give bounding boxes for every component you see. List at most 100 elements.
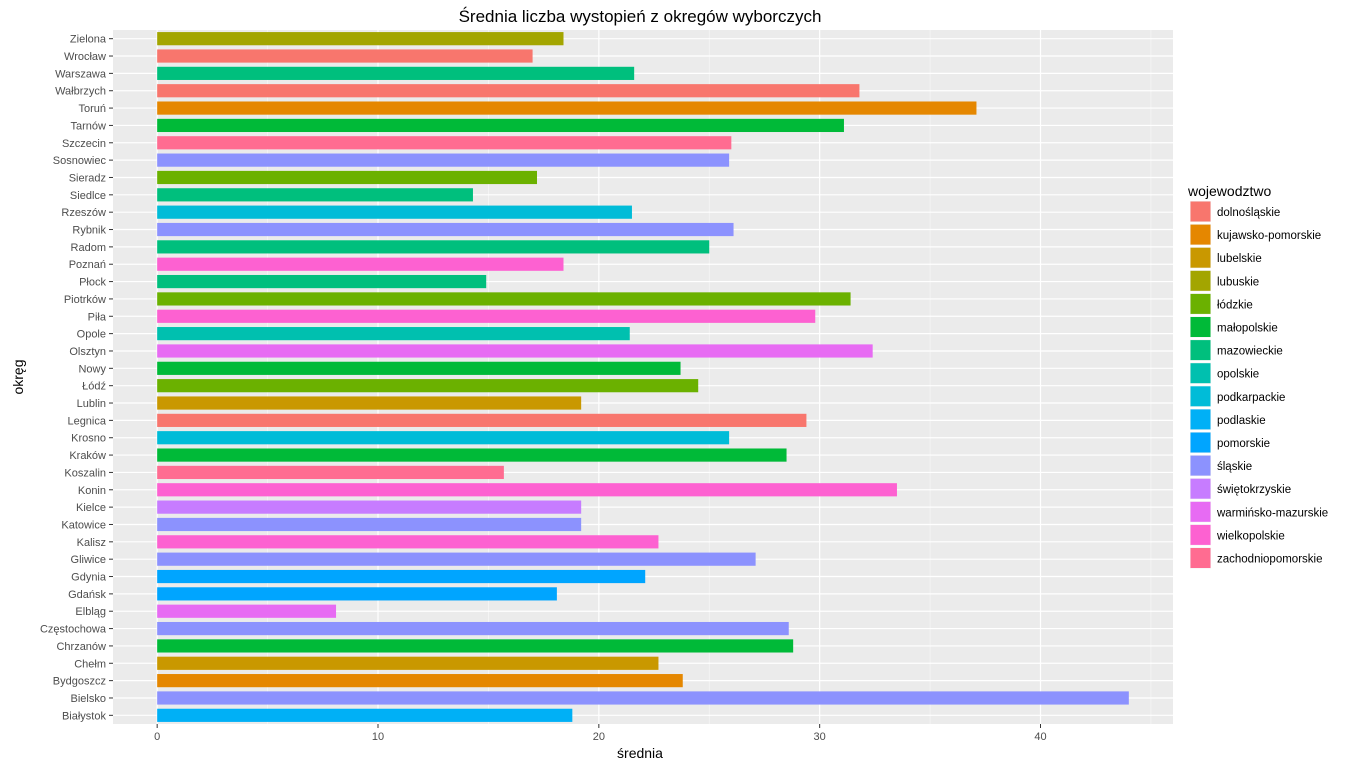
bar xyxy=(157,292,851,306)
legend-label: podkarpackie xyxy=(1217,392,1285,404)
y-tick-label: Zielona xyxy=(70,34,107,46)
bar xyxy=(157,500,582,514)
x-axis: 0 10 20 30 40 xyxy=(154,724,1047,743)
legend-label: opolskie xyxy=(1217,369,1259,381)
y-tick-label: Gliwice xyxy=(71,554,106,566)
y-tick-label: Białystok xyxy=(62,710,107,722)
y-axis-title: okręg xyxy=(10,359,26,394)
bar xyxy=(157,691,1129,705)
y-tick-label: Chrzanów xyxy=(56,641,106,653)
bar xyxy=(157,84,860,98)
y-tick-label: Krosno xyxy=(71,433,106,445)
bar xyxy=(157,66,635,80)
y-tick-label: Bielsko xyxy=(71,693,106,705)
legend-label: łódzkie xyxy=(1217,299,1253,311)
bar xyxy=(157,465,504,480)
y-tick-label: Katowice xyxy=(61,519,106,531)
bar xyxy=(157,569,646,584)
y-tick-label: Toruń xyxy=(78,103,106,115)
bar xyxy=(157,379,699,393)
bar xyxy=(157,274,487,289)
legend-swatch xyxy=(1190,340,1211,361)
legend-swatch xyxy=(1190,224,1211,245)
legend-label: podlaskie xyxy=(1217,415,1266,427)
bar xyxy=(157,240,710,254)
y-tick-label: Radom xyxy=(71,242,106,254)
legend-swatch xyxy=(1190,201,1211,222)
y-tick-label: Gdynia xyxy=(71,572,107,584)
y-tick-label: Rzeszów xyxy=(61,207,106,219)
y-tick-label: Wałbrzych xyxy=(55,86,106,98)
y-tick-label: Kielce xyxy=(76,502,106,514)
legend-label: wielkopolskie xyxy=(1216,530,1285,542)
legend-label: kujawsko-pomorskie xyxy=(1217,230,1321,242)
bars-group xyxy=(157,32,1129,722)
legend-swatch xyxy=(1190,455,1211,476)
y-tick-label: Chełm xyxy=(74,658,106,670)
bar xyxy=(157,552,756,566)
legend-swatch xyxy=(1190,247,1211,268)
bar xyxy=(157,344,873,358)
y-tick-label: Sieradz xyxy=(69,172,106,184)
bar xyxy=(157,535,659,549)
x-tick-label: 20 xyxy=(593,731,605,743)
legend-swatch xyxy=(1190,363,1211,384)
y-tick-label: Legnica xyxy=(67,415,106,427)
legend-label: śląskie xyxy=(1217,461,1252,473)
plot-panel xyxy=(113,30,1173,724)
y-tick-label: Szczecin xyxy=(62,138,106,150)
bar xyxy=(157,674,683,688)
y-tick-label: Piła xyxy=(88,311,107,323)
legend-label: małopolskie xyxy=(1217,323,1278,335)
legend-swatch xyxy=(1190,478,1211,499)
legend-label: pomorskie xyxy=(1217,438,1270,450)
bar xyxy=(157,621,789,636)
legend-label: warmińsko-mazurskie xyxy=(1216,507,1328,519)
legend-label: dolnośląskie xyxy=(1217,207,1280,219)
y-tick-label: Łódź xyxy=(82,381,106,393)
bar xyxy=(157,136,732,150)
x-tick-label: 10 xyxy=(372,731,384,743)
bar xyxy=(157,587,557,601)
bar xyxy=(157,49,533,63)
bar xyxy=(157,604,337,618)
y-tick-label: Konin xyxy=(78,485,106,497)
y-tick-label: Bydgoszcz xyxy=(53,676,106,688)
legend-swatch xyxy=(1190,270,1211,291)
legend-label: mazowieckie xyxy=(1217,346,1283,358)
y-tick-label: Rybnik xyxy=(72,225,106,237)
bar xyxy=(157,309,816,323)
bar xyxy=(157,327,630,341)
x-axis-title: średnia xyxy=(617,745,663,761)
bar xyxy=(157,205,632,219)
y-tick-label: Częstochowa xyxy=(40,624,107,636)
bar xyxy=(157,101,977,115)
y-axis: Białystok Bielsko Bydgoszcz Chełm Chrzanów Cz… xyxy=(40,34,113,722)
y-tick-label: Kraków xyxy=(69,450,106,462)
legend-swatch xyxy=(1190,386,1211,407)
y-tick-label: Opole xyxy=(77,329,106,341)
legend-label: świętokrzyskie xyxy=(1217,484,1291,496)
y-tick-label: Poznań xyxy=(69,259,106,271)
legend-label: lubelskie xyxy=(1217,253,1262,265)
y-tick-label: Tarnów xyxy=(71,120,107,132)
bar xyxy=(157,257,564,271)
y-tick-label: Sosnowiec xyxy=(53,155,107,167)
legend-label: lubuskie xyxy=(1217,276,1259,288)
y-tick-label: Olsztyn xyxy=(69,346,106,358)
y-tick-label: Płock xyxy=(79,277,106,289)
bar xyxy=(157,396,582,410)
x-tick-label: 30 xyxy=(814,731,826,743)
legend-title: wojewodztwo xyxy=(1187,183,1271,199)
legend-swatch xyxy=(1190,548,1211,568)
x-tick-label: 40 xyxy=(1034,731,1046,743)
bar xyxy=(157,413,807,427)
bar xyxy=(157,708,573,722)
chart-title: Średnia liczba wystopień z okregów wybor… xyxy=(459,7,822,26)
y-tick-label: Nowy xyxy=(78,363,106,375)
bar xyxy=(157,431,730,445)
legend-swatch xyxy=(1190,293,1211,314)
bar xyxy=(157,483,897,497)
bar xyxy=(157,361,681,375)
legend-swatch xyxy=(1190,317,1211,337)
